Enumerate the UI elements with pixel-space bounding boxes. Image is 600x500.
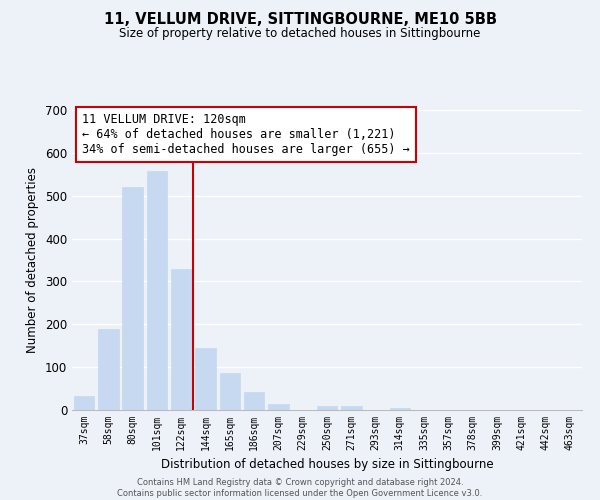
Bar [317, 406, 337, 410]
Y-axis label: Number of detached properties: Number of detached properties [26, 167, 40, 353]
Bar [389, 408, 410, 410]
Text: Contains HM Land Registry data © Crown copyright and database right 2024.
Contai: Contains HM Land Registry data © Crown c… [118, 478, 482, 498]
Bar [268, 404, 289, 410]
Bar [122, 187, 143, 410]
Bar [244, 392, 265, 410]
Text: Size of property relative to detached houses in Sittingbourne: Size of property relative to detached ho… [119, 28, 481, 40]
X-axis label: Distribution of detached houses by size in Sittingbourne: Distribution of detached houses by size … [161, 458, 493, 471]
Bar [146, 171, 167, 410]
Bar [171, 268, 191, 410]
Text: 11, VELLUM DRIVE, SITTINGBOURNE, ME10 5BB: 11, VELLUM DRIVE, SITTINGBOURNE, ME10 5B… [104, 12, 497, 28]
Text: 11 VELLUM DRIVE: 120sqm
← 64% of detached houses are smaller (1,221)
34% of semi: 11 VELLUM DRIVE: 120sqm ← 64% of detache… [82, 113, 410, 156]
Bar [220, 372, 240, 410]
Bar [74, 396, 94, 410]
Bar [341, 406, 362, 410]
Bar [195, 348, 216, 410]
Bar [98, 328, 119, 410]
